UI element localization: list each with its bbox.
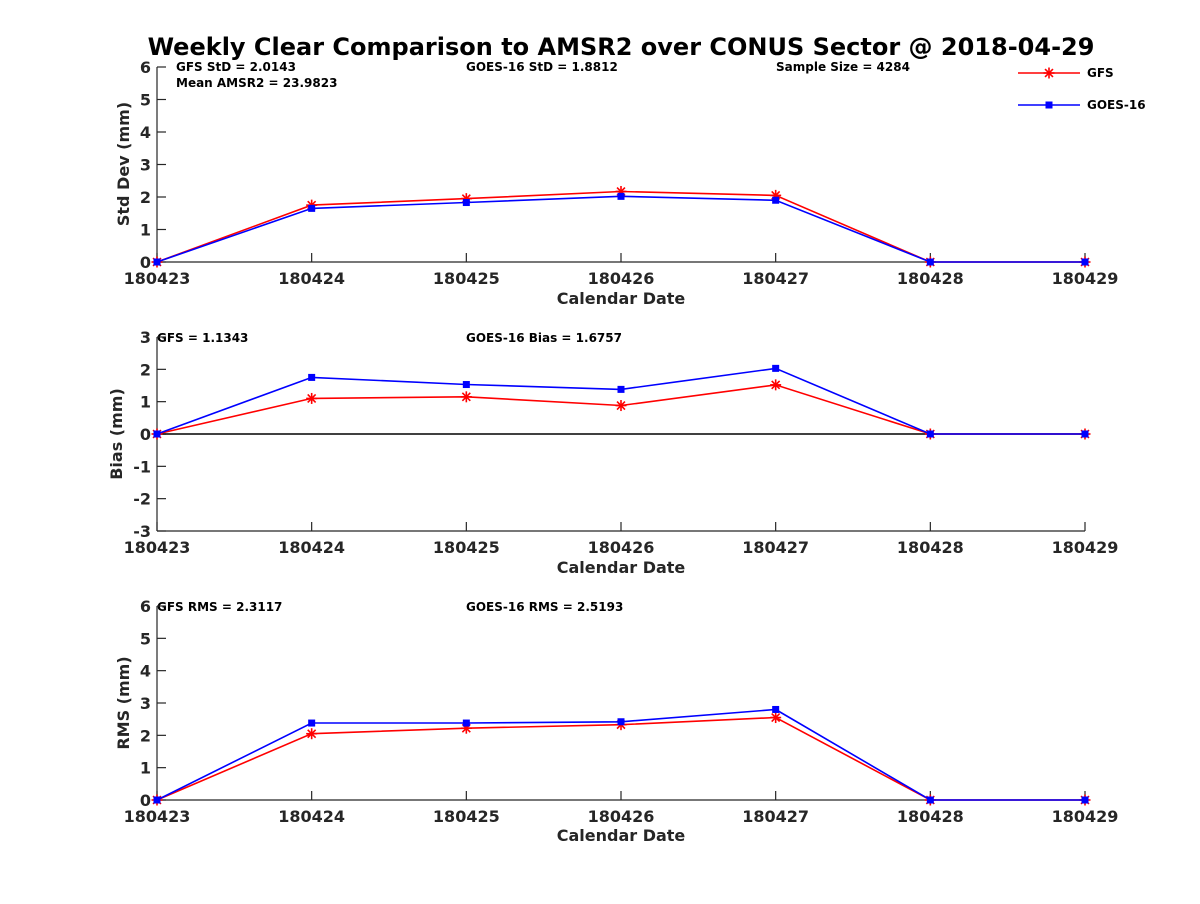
y-tick-label: 3 bbox=[140, 328, 151, 347]
x-tick-label: 180428 bbox=[897, 807, 964, 826]
x-tick-label: 180424 bbox=[278, 269, 345, 288]
x-tick-label: 180429 bbox=[1052, 269, 1119, 288]
annotation-goes16-rms: GOES-16 RMS = 2.5193 bbox=[466, 600, 623, 614]
y-axis-label-stddev: Std Dev (mm) bbox=[114, 102, 133, 226]
data-point-goes16 bbox=[926, 796, 934, 804]
x-tick-label: 180425 bbox=[433, 807, 500, 826]
x-tick-label: 180426 bbox=[588, 269, 655, 288]
figure-title: Weekly Clear Comparison to AMSR2 over CO… bbox=[148, 33, 1095, 61]
y-tick-label: -3 bbox=[133, 522, 151, 541]
annotation-gfs-bias: GFS = 1.1343 bbox=[157, 331, 248, 345]
y-tick-label: 2 bbox=[140, 188, 151, 207]
x-tick-label: 180425 bbox=[433, 269, 500, 288]
annotation-mean-amsr2: Mean AMSR2 = 23.9823 bbox=[176, 76, 337, 90]
y-tick-label: 3 bbox=[140, 156, 151, 175]
data-point-goes16 bbox=[308, 204, 316, 212]
y-tick-label: 1 bbox=[140, 759, 151, 778]
legend-marker-goes16 bbox=[1045, 101, 1053, 109]
y-tick-label: 2 bbox=[140, 726, 151, 745]
data-point-gfs bbox=[615, 400, 627, 412]
data-point-gfs bbox=[306, 728, 318, 740]
legend-label-goes16: GOES-16 bbox=[1087, 98, 1146, 112]
y-tick-label: 5 bbox=[140, 91, 151, 110]
bias-panel: GFS = 1.1343 GOES-16 Bias = 1.6757 Bias … bbox=[107, 328, 1118, 577]
y-tick-label: 1 bbox=[140, 221, 151, 240]
data-point-goes16 bbox=[1081, 258, 1089, 266]
y-tick-label: 0 bbox=[140, 425, 151, 444]
y-axis-label-rms: RMS (mm) bbox=[114, 656, 133, 749]
data-point-goes16 bbox=[308, 719, 316, 727]
x-tick-label: 180424 bbox=[278, 807, 345, 826]
data-point-goes16 bbox=[772, 705, 780, 713]
data-point-goes16 bbox=[153, 796, 161, 804]
data-point-goes16 bbox=[772, 196, 780, 204]
x-tick-label: 180427 bbox=[742, 269, 809, 288]
rms-panel: GFS RMS = 2.3117 GOES-16 RMS = 2.5193 RM… bbox=[114, 597, 1118, 845]
x-tick-label: 180423 bbox=[124, 538, 191, 557]
data-point-goes16 bbox=[153, 430, 161, 438]
data-point-goes16 bbox=[1081, 796, 1089, 804]
y-tick-label: 5 bbox=[140, 629, 151, 648]
x-tick-label: 180426 bbox=[588, 807, 655, 826]
x-axis-label-bias: Calendar Date bbox=[557, 558, 686, 577]
data-point-goes16 bbox=[462, 381, 470, 389]
data-point-goes16 bbox=[462, 719, 470, 727]
y-tick-label: 6 bbox=[140, 597, 151, 616]
data-point-goes16 bbox=[617, 718, 625, 726]
x-tick-label: 180429 bbox=[1052, 807, 1119, 826]
data-point-goes16 bbox=[1081, 430, 1089, 438]
y-tick-label: 0 bbox=[140, 253, 151, 272]
y-tick-label: -1 bbox=[133, 457, 151, 476]
y-tick-label: 3 bbox=[140, 694, 151, 713]
x-tick-label: 180428 bbox=[897, 269, 964, 288]
x-tick-label: 180429 bbox=[1052, 538, 1119, 557]
series-line-goes16 bbox=[156, 195, 1085, 263]
y-tick-label: 1 bbox=[140, 393, 151, 412]
data-point-goes16 bbox=[926, 430, 934, 438]
y-tick-label: -2 bbox=[133, 490, 151, 509]
legend-marker-symbol-goes16 bbox=[1045, 101, 1053, 109]
annotation-gfs-std: GFS StD = 2.0143 bbox=[176, 60, 296, 74]
legend-marker-gfs bbox=[1043, 67, 1055, 79]
x-tick-label: 180423 bbox=[124, 807, 191, 826]
legend-marker-symbol-gfs bbox=[1043, 67, 1055, 79]
y-tick-label: 2 bbox=[140, 360, 151, 379]
x-axis-label-stddev: Calendar Date bbox=[557, 289, 686, 308]
annotation-gfs-rms: GFS RMS = 2.3117 bbox=[157, 600, 282, 614]
y-tick-label: 6 bbox=[140, 58, 151, 77]
y-tick-label: 4 bbox=[140, 123, 151, 142]
x-tick-label: 180427 bbox=[742, 807, 809, 826]
data-point-gfs bbox=[770, 379, 782, 391]
data-point-goes16 bbox=[617, 385, 625, 393]
annotation-sample-size: Sample Size = 4284 bbox=[776, 60, 910, 74]
x-tick-label: 180423 bbox=[124, 269, 191, 288]
x-tick-label: 180427 bbox=[742, 538, 809, 557]
data-point-goes16 bbox=[153, 258, 161, 266]
data-point-goes16 bbox=[926, 258, 934, 266]
data-point-gfs bbox=[770, 712, 782, 724]
x-tick-label: 180428 bbox=[897, 538, 964, 557]
data-point-goes16 bbox=[617, 192, 625, 200]
legend-label-gfs: GFS bbox=[1087, 66, 1114, 80]
data-point-goes16 bbox=[462, 199, 470, 207]
x-tick-label: 180425 bbox=[433, 538, 500, 557]
annotation-goes16-std: GOES-16 StD = 1.8812 bbox=[466, 60, 618, 74]
legend: GFS GOES-16 bbox=[1018, 66, 1146, 112]
data-point-gfs bbox=[460, 391, 472, 403]
annotation-goes16-bias: GOES-16 Bias = 1.6757 bbox=[466, 331, 622, 345]
series-line-gfs bbox=[156, 190, 1085, 263]
data-point-goes16 bbox=[772, 364, 780, 372]
x-tick-label: 180426 bbox=[588, 538, 655, 557]
y-tick-label: 0 bbox=[140, 791, 151, 810]
data-point-gfs bbox=[306, 392, 318, 404]
data-point-goes16 bbox=[308, 373, 316, 381]
y-tick-label: 4 bbox=[140, 662, 151, 681]
x-axis-label-rms: Calendar Date bbox=[557, 826, 686, 845]
y-axis-label-bias: Bias (mm) bbox=[107, 388, 126, 480]
stddev-panel: GFS StD = 2.0143 Mean AMSR2 = 23.9823 GO… bbox=[114, 58, 1118, 308]
x-tick-label: 180424 bbox=[278, 538, 345, 557]
